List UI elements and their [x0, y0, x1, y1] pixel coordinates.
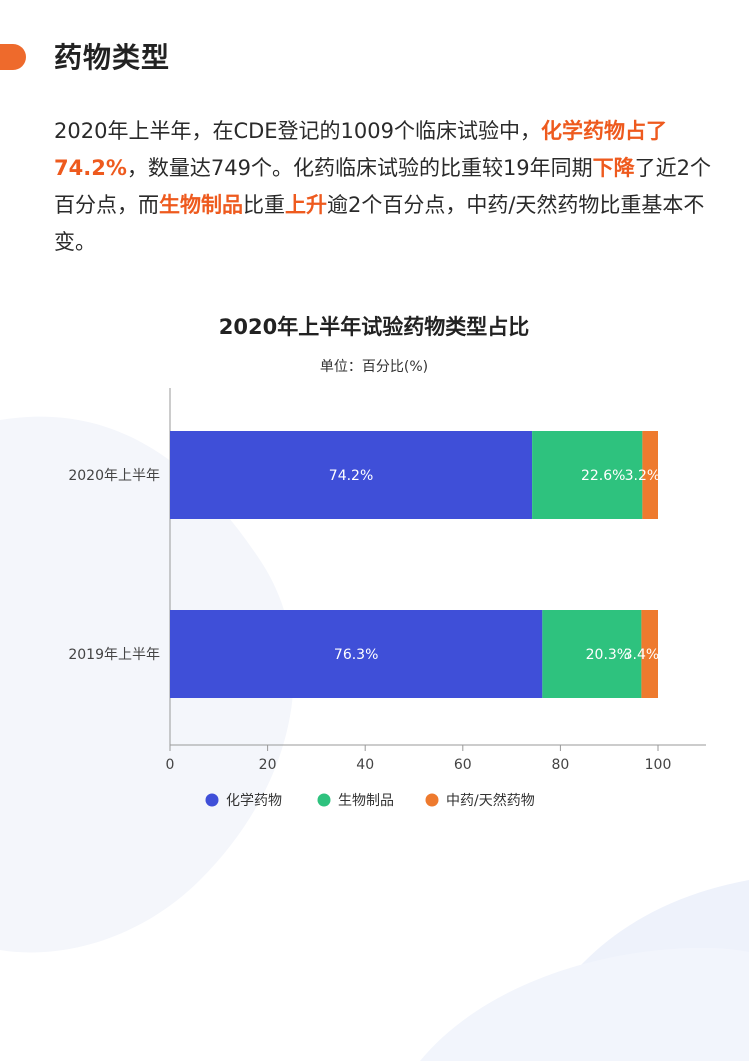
- x-tick-label: 60: [454, 757, 472, 773]
- x-tick-label: 100: [645, 757, 672, 773]
- body-text: 了近2个百分点，而: [54, 156, 712, 217]
- body-text: ，数量达749个。化药临床试验的比重较19年同期: [126, 156, 593, 180]
- y-tick-label: 2020年上半年: [68, 468, 160, 484]
- bar-segment: [170, 610, 543, 698]
- x-tick-label: 0: [166, 757, 175, 773]
- chart-title: 2020年上半年试验药物类型占比: [219, 315, 529, 339]
- bar-segment: [532, 431, 643, 519]
- body-text: 逾2个百分点，中药/天然药物比重基本不变。: [54, 193, 705, 254]
- bar-segment: [542, 610, 642, 698]
- x-tick-label: 40: [356, 757, 374, 773]
- body-text: 2020年上半年，在CDE登记的1009个临床试验中，: [54, 119, 541, 143]
- section-header: 药物类型: [0, 38, 749, 78]
- header-accent-bar: [0, 44, 26, 70]
- x-tick-label: 80: [551, 757, 569, 773]
- body-text: 比重: [243, 193, 285, 217]
- data-label: 20.3%: [586, 647, 630, 663]
- bar-segment: [641, 610, 658, 698]
- data-label: 3.2%: [625, 468, 661, 484]
- summary-paragraph: 2020年上半年，在CDE登记的1009个临床试验中，化学药物占了74.2%，数…: [54, 113, 714, 261]
- highlight-text: 生物制品: [159, 193, 243, 217]
- legend-label: 生物制品: [338, 793, 394, 809]
- data-label: 3.4%: [624, 647, 660, 663]
- legend-marker: [317, 793, 331, 807]
- section-title: 药物类型: [54, 41, 171, 74]
- chart-subtitle: 单位：百分比(%): [320, 359, 428, 375]
- data-label: 22.6%: [581, 468, 625, 484]
- data-label: 74.2%: [329, 468, 373, 484]
- highlight-text: 化学药物占了74.2%: [54, 119, 667, 180]
- x-tick-label: 20: [259, 757, 277, 773]
- legend-label: 中药/天然药物: [446, 792, 535, 809]
- y-tick-label: 2019年上半年: [68, 647, 160, 663]
- legend-marker: [425, 793, 439, 807]
- highlight-text: 上升: [285, 193, 327, 217]
- bar-segment: [642, 431, 658, 519]
- bar-segment: [170, 431, 533, 519]
- highlight-text: 下降: [592, 156, 635, 180]
- legend-label: 化学药物: [226, 793, 282, 809]
- data-label: 76.3%: [334, 647, 378, 663]
- legend-marker: [205, 793, 219, 807]
